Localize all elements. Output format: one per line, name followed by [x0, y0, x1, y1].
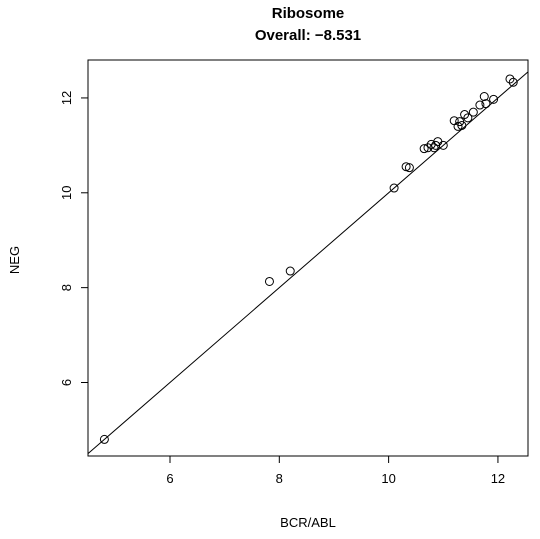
y-tick-label: 10 [59, 186, 74, 200]
y-axis: 6 8 10 12 [59, 91, 88, 386]
data-points [99, 74, 518, 444]
y-tick-label: 8 [59, 284, 74, 291]
data-point [389, 183, 399, 193]
data-point [449, 116, 459, 126]
data-point [438, 140, 448, 150]
data-point [457, 120, 467, 130]
data-point [453, 121, 463, 131]
data-point [468, 107, 478, 117]
data-point [481, 99, 491, 109]
x-axis: 6 8 10 12 [166, 456, 505, 486]
chart-title: Ribosome [272, 5, 345, 22]
x-tick-label: 6 [166, 471, 173, 486]
data-point [463, 113, 473, 123]
data-point [475, 100, 485, 110]
data-point [264, 276, 274, 286]
x-tick-label: 8 [276, 471, 283, 486]
reference-line [87, 71, 529, 455]
x-axis-label: BCR/ABL [280, 515, 336, 530]
data-point [99, 434, 109, 444]
plot-frame [87, 59, 529, 457]
data-point [505, 74, 515, 84]
data-point [489, 94, 499, 104]
data-point [285, 266, 295, 276]
x-tick-label: 12 [491, 471, 505, 486]
y-tick-label: 12 [59, 91, 74, 105]
data-point [508, 77, 518, 87]
data-point [479, 92, 489, 102]
chart-subtitle: Overall: −8.531 [255, 27, 361, 44]
y-tick-label: 6 [59, 379, 74, 386]
x-tick-label: 10 [381, 471, 395, 486]
y-axis-label: NEG [7, 246, 22, 274]
data-point [404, 163, 414, 173]
data-point [419, 144, 429, 154]
data-point [460, 110, 470, 120]
